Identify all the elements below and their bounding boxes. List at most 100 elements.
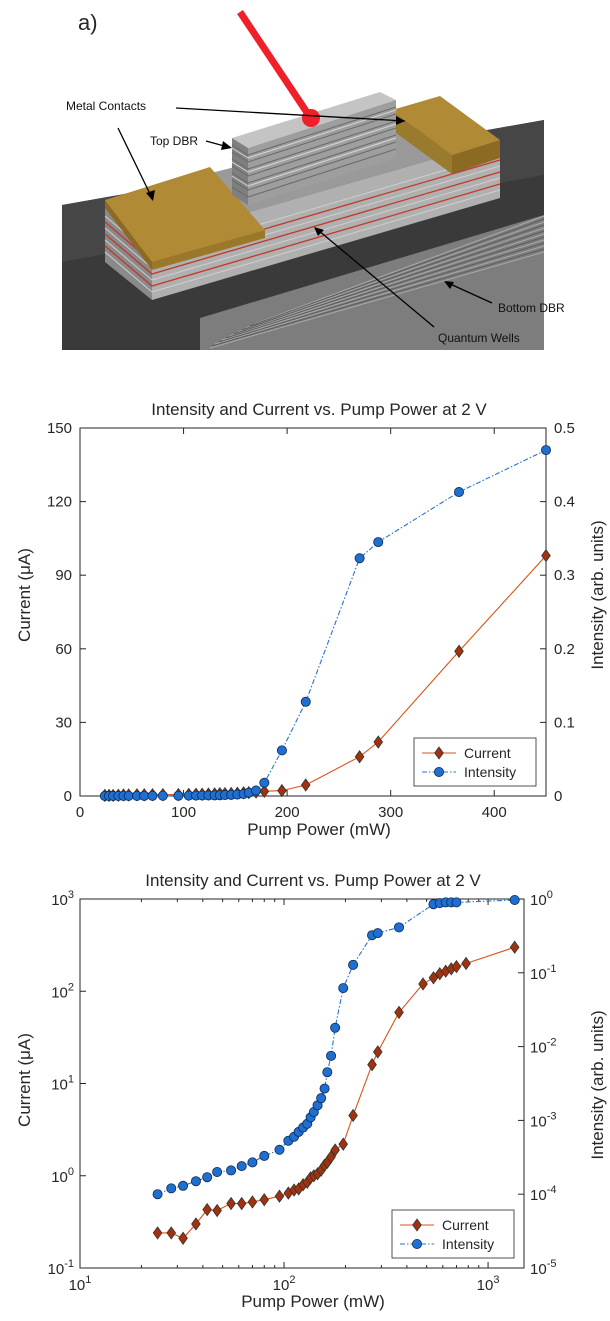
y-left-tick-label: 100 [51,1166,74,1186]
y-right-tick-label: 100 [530,889,553,909]
y-right-tick-label: 0.2 [554,641,575,658]
data-point-intensity [190,1176,201,1187]
x-tick-label: 101 [69,1274,92,1294]
data-point-intensity [276,745,287,756]
y-left-tick-label: 101 [51,1074,74,1094]
legend-box [413,737,537,787]
y-left-tick-label: 103 [51,889,74,909]
chart-linear-frame [79,427,547,797]
y-right-tick-label: 0.1 [554,714,575,731]
label-quantum-wells: Quantum Wells [438,331,520,345]
label-metal-contacts: Metal Contacts [66,99,146,113]
data-point-intensity [451,897,462,908]
legend-marker-intensity [433,767,444,778]
data-point-intensity [152,1189,163,1200]
data-point-current [338,1137,349,1151]
legend-label: Current [464,745,511,761]
data-point-current [247,1195,258,1209]
y-right-tick-label: 10-3 [530,1110,556,1130]
data-point-intensity [274,1144,285,1155]
chart-log-legend: Current Intensity [391,1209,515,1259]
y-left-tick-label: 30 [55,714,72,731]
data-point-intensity [326,1050,337,1061]
data-point-intensity [123,790,134,801]
data-point-intensity [226,1165,237,1176]
legend-box [391,1209,515,1259]
data-point-current [226,1196,236,1211]
panel-label: a) [78,10,98,35]
data-point-current [541,548,551,563]
data-point-current [166,1226,177,1240]
y-right-tick-label: 0.4 [554,494,575,511]
data-point-intensity [147,790,158,801]
chart-log-ylabel-left: Current (μA) [15,1033,34,1127]
data-point-intensity [157,790,168,801]
data-point-intensity [338,983,349,994]
x-tick-label: 300 [378,804,403,821]
y-left-tick-label: 150 [47,420,72,437]
data-point-intensity [139,790,150,801]
data-point-current [212,1203,222,1218]
legend-marker-intensity [411,1239,422,1250]
metal-contact-left [105,167,265,270]
data-point-current [330,1143,340,1157]
x-tick-label: 200 [275,804,300,821]
chart-log-xlabel: Pump Power (mW) [241,1292,385,1311]
device-schematic: a) [62,10,565,350]
data-point-current [451,959,462,974]
chart-linear-title: Intensity and Current vs. Pump Power at … [151,400,487,419]
y-right-tick-label: 10-1 [530,963,556,983]
data-point-intensity [259,1150,270,1161]
legend-label: Intensity [442,1236,494,1252]
data-point-intensity [166,1183,177,1194]
data-point-intensity [330,1022,341,1033]
data-point-intensity [300,696,311,707]
legend-marker-current [412,1218,422,1232]
pump-laser-beam [237,10,320,127]
y-right-tick-label: 10-4 [530,1184,556,1204]
label-top-dbr: Top DBR [150,134,198,148]
data-point-current [277,783,287,798]
data-point-current [367,1057,377,1072]
x-tick-label: 102 [273,1274,296,1294]
data-point-current [152,1226,163,1240]
data-point-current [509,940,520,954]
data-point-intensity [316,1093,327,1104]
data-point-current [428,971,439,985]
y-left-tick-label: 0 [64,788,72,805]
data-point-current [274,1189,285,1203]
data-point-current [259,784,270,799]
legend-label: Intensity [464,764,516,780]
chart-log: Intensity and Current vs. Pump Power at … [15,871,607,1311]
data-point-intensity [348,959,359,970]
data-point-intensity [212,1166,223,1177]
data-point-current [454,644,464,658]
y-right-tick-label: 10-2 [530,1037,556,1057]
data-point-intensity [202,1172,213,1183]
data-point-intensity [247,1157,258,1168]
data-point-current [236,1196,247,1211]
y-right-tick-label: 0.5 [554,420,575,437]
data-point-intensity [319,1083,330,1094]
y-right-tick-label: 0.3 [554,567,575,584]
bottom-dbr-stripes [200,215,545,350]
data-point-current [373,735,384,749]
data-point-current [202,1202,212,1217]
legend-label: Current [442,1217,489,1233]
y-right-tick-label: 0 [554,788,562,805]
chart-linear-legend: Current Intensity [413,737,537,787]
data-point-intensity [173,790,184,801]
data-point-intensity [251,785,262,796]
data-point-intensity [322,1067,333,1078]
x-tick-label: 0 [76,804,84,821]
metal-contact-right [392,96,500,174]
data-point-current [372,1045,383,1059]
annotation-arrows [117,107,493,328]
data-point-current [418,977,428,991]
data-point-current [191,1217,201,1231]
data-point-intensity [509,894,520,905]
chart-linear: Intensity and Current vs. Pump Power at … [15,400,607,839]
data-point-intensity [372,928,383,939]
data-point-current [461,956,471,971]
